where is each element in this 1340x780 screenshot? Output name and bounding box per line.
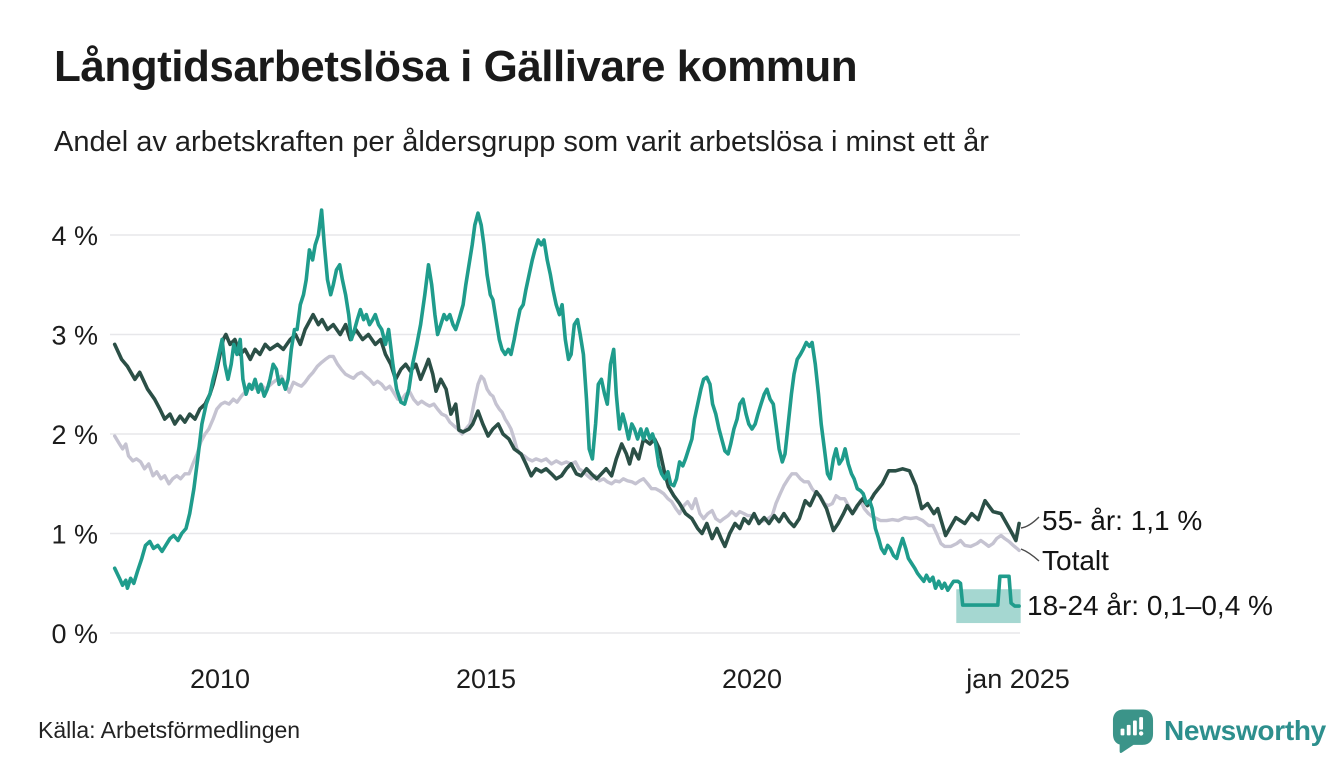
series-label-55-ar: 55- år: 1,1 % <box>1042 505 1203 536</box>
series-line-55-r <box>112 312 1021 549</box>
series-label-18-24-ar: 18-24 år: 0,1–0,4 % <box>1027 590 1273 621</box>
series-line-18-24-r <box>112 208 1021 608</box>
x-tick-label: 2010 <box>190 664 250 694</box>
y-tick-label: 0 % <box>51 619 98 649</box>
label-connector-55-ar <box>1020 516 1040 529</box>
newsworthy-logo-text: Newsworthy <box>1164 715 1326 746</box>
y-tick-label: 4 % <box>51 221 98 251</box>
label-connector-totalt <box>1020 548 1040 562</box>
newsworthy-brand: Newsworthy <box>1112 707 1326 755</box>
y-tick-label: 3 % <box>51 321 98 351</box>
x-tick-label: jan 2025 <box>965 664 1070 694</box>
source-credit: Källa: Arbetsförmedlingen <box>38 717 301 743</box>
y-tick-label: 2 % <box>51 420 98 450</box>
x-tick-label: 2020 <box>722 664 782 694</box>
y-tick-label: 1 % <box>51 520 98 550</box>
chart-subtitle: Andel av arbetskraften per åldersgrupp s… <box>54 126 989 158</box>
page-title: Långtidsarbetslösa i Gällivare kommun <box>54 42 858 91</box>
x-tick-label: 2015 <box>456 664 516 694</box>
newsworthy-logo-icon <box>1112 709 1154 753</box>
series-label-totalt: Totalt <box>1042 545 1109 576</box>
